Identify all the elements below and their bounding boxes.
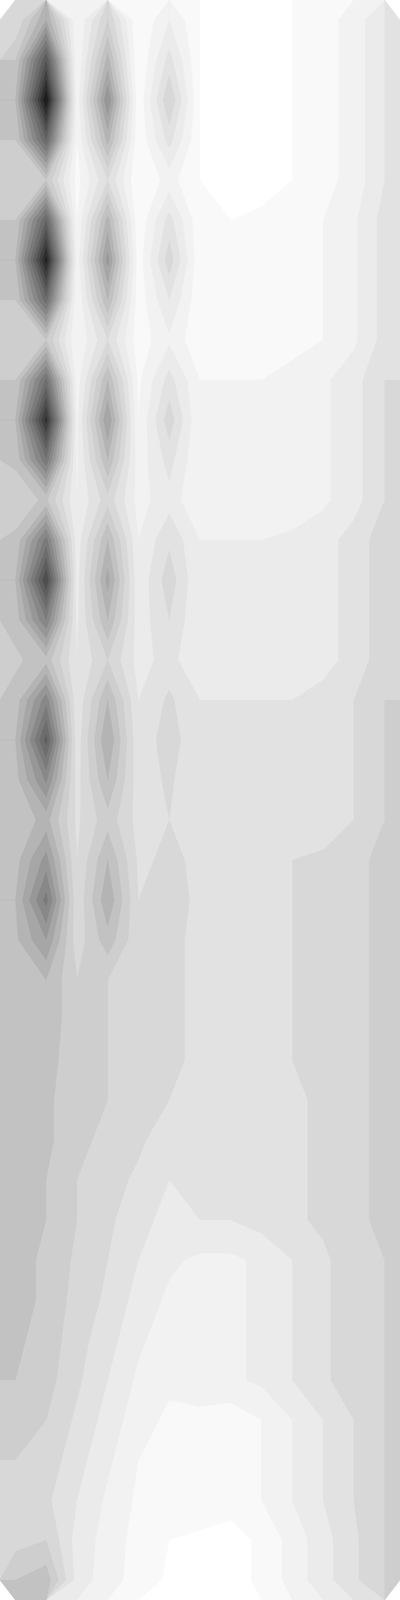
contour-band (0, 0, 400, 1600)
plot-area (0, 0, 400, 1600)
contour-band (0, 0, 400, 1600)
contour-band (0, 0, 400, 1600)
contour-band (23, 33, 62, 924)
contour-band (0, 0, 400, 1600)
contour-band (0, 0, 400, 1600)
contour-band (35, 60, 54, 590)
contour-band (40, 80, 50, 424)
contour-band (26, 40, 60, 907)
contour-base (0, 0, 400, 1600)
contour-band (0, 0, 400, 1600)
contour-band (21, 26, 112, 940)
contour-band (37, 70, 52, 433)
contour-band (43, 90, 48, 264)
contour-band (29, 46, 58, 758)
contour-band (0, 0, 118, 980)
contour-band (18, 0, 114, 960)
contour-band (32, 53, 56, 745)
contour-band (0, 0, 123, 1600)
chart (0, 0, 400, 1600)
